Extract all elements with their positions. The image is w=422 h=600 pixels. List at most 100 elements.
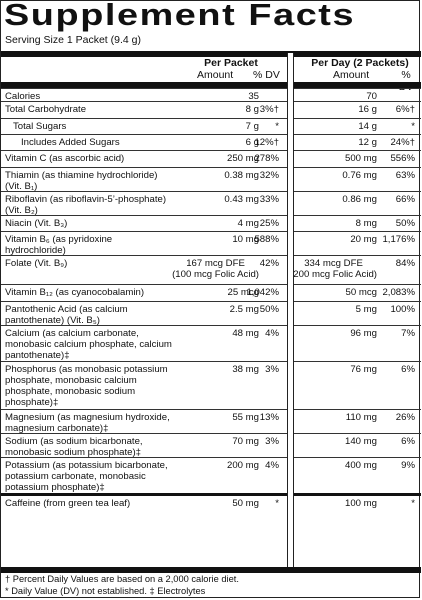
per-packet-dv: 3% bbox=[265, 364, 279, 375]
table-row: Sodium (as sodium bicarbonate, monobasic… bbox=[1, 433, 421, 458]
nutrient-label: Vitamin B₆ (as pyridoxine hydrochloride) bbox=[5, 234, 113, 256]
table-row: Vitamin B₆ (as pyridoxine hydrochloride)… bbox=[1, 231, 421, 256]
header-rule bbox=[1, 82, 421, 88]
nutrient-label: Calcium (as calcium carbonate, monobasic… bbox=[5, 328, 172, 361]
bottom-rule bbox=[1, 567, 421, 573]
per-day-dv: 66% bbox=[395, 194, 415, 205]
per-packet-amount: 8 g bbox=[245, 104, 259, 115]
table-row: Vitamin B₁₂ (as cyanocobalamin) 25 mcg 1,0… bbox=[1, 284, 421, 301]
per-packet-amount: 48 mg bbox=[232, 328, 259, 339]
per-day-dv: 84% bbox=[395, 258, 415, 269]
nutrient-label: Calories bbox=[5, 91, 41, 102]
table-row: Potassium (as potassium bicarbonate, pot… bbox=[1, 457, 421, 493]
nutrient-label: Folate (Vit. B₉) bbox=[5, 258, 68, 269]
table-row: Caffeine (from green tea leaf) 50 mg * 100 … bbox=[1, 493, 421, 509]
per-day-dv: 1,176% bbox=[382, 234, 415, 245]
per-packet-amount: 10 mg bbox=[232, 234, 259, 245]
per-packet-amount: 70 mg bbox=[232, 436, 259, 447]
col1-amount-header: Amount bbox=[197, 69, 234, 81]
table-row: Phosphorus (as monobasic potassium phosp… bbox=[1, 361, 421, 409]
column-divider bbox=[287, 53, 294, 567]
per-day-amount: 5 mg bbox=[355, 304, 377, 315]
per-day-amount: 100 mg bbox=[345, 498, 377, 509]
col2-amount-header: Amount bbox=[333, 69, 370, 81]
table-row: Total Sugars 7 g * 14 g * bbox=[1, 118, 421, 134]
per-packet-amount: 2.5 mg bbox=[229, 304, 259, 315]
per-day-dv: 6% bbox=[401, 436, 415, 447]
per-packet-amount: 55 mg bbox=[232, 412, 259, 423]
per-packet-dv: 3%† bbox=[259, 104, 279, 115]
per-day-amount: 50 mcg bbox=[345, 287, 377, 298]
nutrient-label: Includes Added Sugars bbox=[21, 137, 120, 148]
nutrient-label: Pantothenic Acid (as calcium pantothenat… bbox=[5, 304, 128, 326]
per-packet-dv: 3% bbox=[265, 436, 279, 447]
nutrient-label: Riboflavin (as riboflavin-5’-phosphate) … bbox=[5, 194, 167, 216]
nutrient-label: Phosphorus (as monobasic potassium phosp… bbox=[5, 364, 168, 408]
per-day-amount: 76 mg bbox=[350, 364, 377, 375]
per-day-amount: 70 bbox=[366, 91, 377, 102]
per-packet-amount: 200 mg bbox=[227, 460, 259, 471]
col1-header-title: Per Packet bbox=[204, 57, 258, 69]
per-day-amount: 0.76 mg bbox=[342, 170, 377, 181]
per-packet-amount: 38 mg bbox=[232, 364, 259, 375]
nutrient-label: Vitamin B₁₂ (as cyanocobalamin) bbox=[5, 287, 145, 298]
per-packet-amount: 4 mg bbox=[237, 218, 259, 229]
per-packet-dv: 50% bbox=[259, 304, 279, 315]
per-packet-dv: 1,042% bbox=[246, 287, 279, 298]
table-row: Niacin (Vit. B₃) 4 mg 25% 8 mg 50% bbox=[1, 215, 421, 231]
per-day-amount: 110 mg bbox=[345, 412, 377, 423]
footnote-not-established: * Daily Value (DV) not established. ‡ El… bbox=[5, 586, 206, 596]
per-day-dv: 6% bbox=[401, 364, 415, 375]
per-day-dv: 6%† bbox=[395, 104, 415, 115]
table-row: Magnesium (as magnesium hydroxide, magne… bbox=[1, 409, 421, 434]
per-day-dv: 7% bbox=[401, 328, 415, 339]
col2-header: Per Day (2 Packets) bbox=[301, 57, 419, 69]
nutrient-label: Niacin (Vit. B₃) bbox=[5, 218, 68, 229]
per-day-dv: 9% bbox=[401, 460, 415, 471]
per-packet-dv: 278% bbox=[254, 153, 279, 164]
per-packet-amount: 35 bbox=[248, 91, 259, 102]
table-row: Riboflavin (as riboflavin-5’-phosphate) … bbox=[1, 191, 421, 216]
per-day-amount: 500 mg bbox=[345, 153, 377, 164]
table-row: Calcium (as calcium carbonate, monobasic… bbox=[1, 325, 421, 361]
per-packet-dv: 588% bbox=[254, 234, 279, 245]
per-day-dv: 63% bbox=[395, 170, 415, 181]
per-day-dv: 100% bbox=[390, 304, 415, 315]
top-rule bbox=[1, 51, 421, 57]
per-packet-dv: * bbox=[275, 498, 279, 509]
per-day-amount: 400 mg bbox=[345, 460, 377, 471]
per-day-amount: 20 mg bbox=[350, 234, 377, 245]
per-packet-amount: 0.43 mg bbox=[224, 194, 259, 205]
per-day-dv: 2,083% bbox=[382, 287, 415, 298]
per-day-amount: 96 mg bbox=[350, 328, 377, 339]
per-packet-dv: 4% bbox=[265, 460, 279, 471]
table-row: Pantothenic Acid (as calcium pantothenat… bbox=[1, 301, 421, 326]
nutrient-label: Potassium (as potassium bicarbonate, pot… bbox=[5, 460, 168, 493]
per-day-amount: 334 mcg DFE (200 mcg Folic Acid) bbox=[290, 258, 377, 280]
nutrient-label: Vitamin C (as ascorbic acid) bbox=[5, 153, 125, 164]
per-packet-amount: 167 mcg DFE (100 mcg Folic Acid) bbox=[172, 258, 259, 280]
table-row: Vitamin C (as ascorbic acid) 250 mg 278% 50… bbox=[1, 150, 421, 167]
per-packet-dv: 42% bbox=[259, 258, 279, 269]
per-packet-dv: 13% bbox=[259, 412, 279, 423]
per-day-amount: 14 g bbox=[358, 121, 377, 132]
per-packet-dv: 25% bbox=[259, 218, 279, 229]
per-packet-dv: 33% bbox=[259, 194, 279, 205]
per-day-dv: * bbox=[411, 121, 415, 132]
per-day-amount: 8 mg bbox=[355, 218, 377, 229]
col2-header-title: Per Day (2 Packets) bbox=[311, 57, 409, 69]
per-packet-amount: 0.38 mg bbox=[224, 170, 259, 181]
per-day-dv: 26% bbox=[395, 412, 415, 423]
per-packet-dv: 4% bbox=[265, 328, 279, 339]
nutrient-label: Caffeine (from green tea leaf) bbox=[5, 498, 131, 509]
per-day-amount: 16 g bbox=[358, 104, 377, 115]
serving-size: Serving Size 1 Packet (9.4 g) bbox=[5, 34, 141, 46]
per-packet-amount: 25 mcg bbox=[227, 287, 259, 298]
per-packet-dv: * bbox=[275, 121, 279, 132]
per-packet-amount: 50 mg bbox=[232, 498, 259, 509]
per-packet-amount: 6 g bbox=[245, 137, 259, 148]
per-day-amount: 0.86 mg bbox=[342, 194, 377, 205]
footnote-dv: † Percent Daily Values are based on a 2,… bbox=[5, 574, 239, 584]
col1-dv-header: % DV bbox=[253, 69, 280, 81]
